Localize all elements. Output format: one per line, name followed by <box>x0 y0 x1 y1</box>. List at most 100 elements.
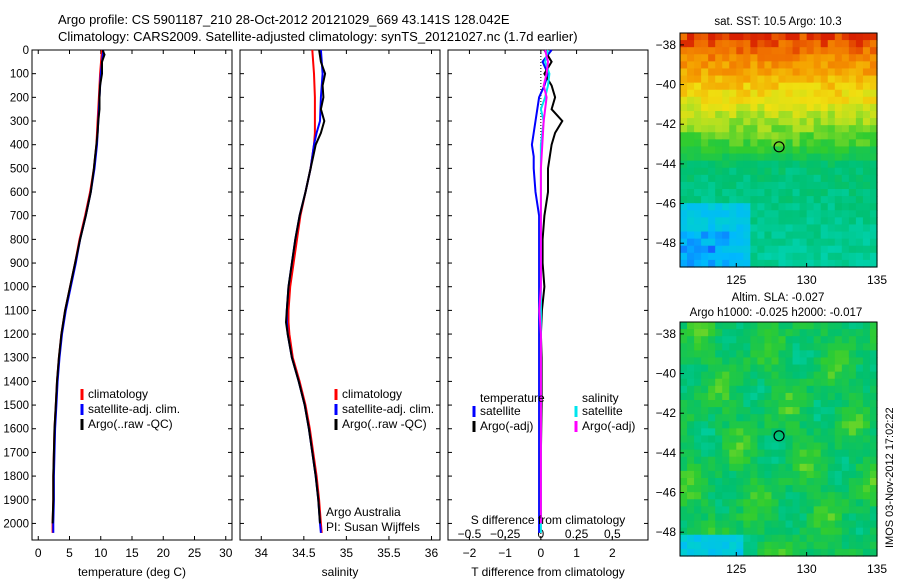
map-cell <box>771 160 780 169</box>
map-cell <box>792 139 801 148</box>
map-cell <box>806 103 815 112</box>
map-cell <box>715 54 723 62</box>
map-cell <box>820 343 829 351</box>
map-cell <box>792 414 801 422</box>
map-cell <box>813 167 822 176</box>
map-cell <box>799 146 808 155</box>
y-tick-label: 100 <box>10 69 29 81</box>
map-cell <box>855 499 864 507</box>
map-cell <box>701 224 709 233</box>
map-cell <box>687 181 695 190</box>
map-cell <box>750 534 758 543</box>
map-cell <box>813 400 822 408</box>
map-cell <box>764 350 773 359</box>
map-cell <box>687 89 695 98</box>
map-cell <box>764 245 773 254</box>
map-cell <box>806 485 815 493</box>
map-cell <box>701 203 709 211</box>
map-cell <box>764 407 773 415</box>
map-cell <box>862 463 871 472</box>
map-cell <box>785 189 794 197</box>
map-cell <box>771 392 780 401</box>
map-cell <box>834 82 843 91</box>
y-tick-label: 500 <box>10 163 29 175</box>
map-cell <box>680 139 688 148</box>
map-cell <box>729 231 737 240</box>
map-cell <box>820 336 829 344</box>
map-cell <box>729 82 737 91</box>
map-cell <box>820 513 829 522</box>
map-cell <box>820 329 829 337</box>
map-cell <box>715 210 723 218</box>
map-cell <box>841 541 850 550</box>
map-cell <box>729 125 737 133</box>
map-cell <box>799 89 808 98</box>
map-cell <box>701 322 709 330</box>
map-cell <box>813 357 822 366</box>
map-cell <box>869 371 878 380</box>
map-cell <box>813 210 822 218</box>
map-cell <box>862 322 871 330</box>
map-cell <box>750 252 758 261</box>
map-cell <box>722 449 730 458</box>
map-cell <box>715 238 723 247</box>
legend-label: satellite-adj. clim. <box>88 402 180 416</box>
map-cell <box>715 118 723 126</box>
map-cell <box>813 435 822 444</box>
map-cell <box>778 68 787 77</box>
map-cell <box>694 181 702 190</box>
map-cell <box>848 196 857 204</box>
map-cell <box>729 548 737 557</box>
series-line-temperature-satellite <box>530 49 553 533</box>
map-cell <box>729 61 737 70</box>
map-cell <box>820 196 829 204</box>
map-cell <box>869 203 878 211</box>
map-cell <box>848 336 857 344</box>
map-cell <box>743 421 751 429</box>
map-cell <box>771 111 780 119</box>
map-cell <box>799 54 808 62</box>
map-cell <box>785 364 794 373</box>
map-cell <box>729 478 737 486</box>
map-cell <box>806 492 815 500</box>
map-cell <box>778 371 787 380</box>
map-cell <box>785 259 794 268</box>
map-cell <box>841 231 850 240</box>
map-cell <box>736 54 744 62</box>
map-cell <box>701 189 709 197</box>
map-cell <box>757 499 766 507</box>
map-cell <box>813 520 822 529</box>
map-cell <box>806 499 815 507</box>
map-cell <box>820 167 829 176</box>
map-cell <box>820 54 829 62</box>
map-cell <box>687 132 695 140</box>
map-cell <box>701 132 709 140</box>
map-cell <box>757 322 766 330</box>
map-cell <box>792 470 801 479</box>
map-cell <box>855 96 864 105</box>
map-cell <box>855 181 864 190</box>
map-cell <box>862 392 871 401</box>
map-cell <box>869 167 878 176</box>
map-cell <box>792 548 801 557</box>
map-cell <box>799 343 808 351</box>
map-cell <box>694 336 702 344</box>
map-cell <box>729 217 737 226</box>
map-cell <box>792 485 801 493</box>
salinity-panel: 34 34.5 35 35.5 36climatologysatellite-adj. … <box>239 49 441 579</box>
map-cell <box>813 68 822 77</box>
map-cell <box>778 132 787 140</box>
map-cell <box>743 40 751 48</box>
map-cell <box>862 485 871 493</box>
map-cell <box>701 231 709 240</box>
map-cell <box>820 499 829 507</box>
map-cell <box>715 322 723 330</box>
map-cell <box>708 463 716 472</box>
map-cell <box>855 103 864 112</box>
map-cell <box>834 470 843 479</box>
map-cell <box>806 118 815 126</box>
map-cell <box>687 189 695 197</box>
map-cell <box>743 231 751 240</box>
map-cell <box>862 33 871 41</box>
map-cell <box>834 259 843 268</box>
